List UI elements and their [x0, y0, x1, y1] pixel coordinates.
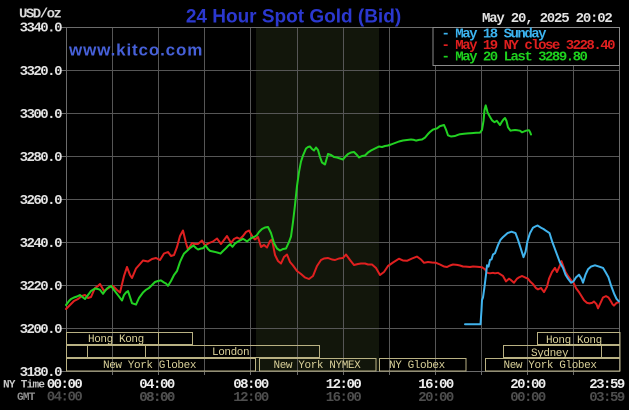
svg-text:08:00: 08:00 — [139, 390, 175, 406]
svg-text:New York Globex: New York Globex — [103, 360, 197, 372]
svg-text:- May 20 Last 3289.80: - May 20 Last 3289.80 — [442, 50, 588, 66]
svg-text:24 Hour Spot Gold (Bid): 24 Hour Spot Gold (Bid) — [186, 7, 401, 28]
svg-text:3260.0: 3260.0 — [20, 193, 63, 209]
svg-text:08:00: 08:00 — [233, 377, 269, 393]
svg-text:3200.0: 3200.0 — [20, 322, 63, 338]
svg-text:London: London — [212, 347, 249, 359]
svg-text:NY Globex: NY Globex — [389, 360, 446, 372]
svg-text:GMT: GMT — [17, 392, 36, 404]
svg-text:May 20, 2025 20:02: May 20, 2025 20:02 — [482, 11, 612, 27]
svg-text:04:00: 04:00 — [47, 390, 83, 406]
svg-text:04:00: 04:00 — [139, 377, 175, 393]
svg-text:16:00: 16:00 — [326, 390, 362, 406]
svg-text:3320.0: 3320.0 — [20, 64, 63, 80]
svg-text:12:00: 12:00 — [233, 390, 269, 406]
svg-text:NY Time: NY Time — [3, 380, 45, 392]
svg-text:3220.0: 3220.0 — [20, 279, 63, 295]
svg-text:3180.0: 3180.0 — [20, 365, 63, 381]
svg-text:08:00: 08:00 — [139, 390, 175, 406]
svg-text:- May 19 NY close 3228.40: - May 19 NY close 3228.40 — [442, 38, 616, 54]
svg-text:3240.0: 3240.0 — [20, 236, 63, 252]
svg-text:USD/oz: USD/oz — [19, 7, 62, 23]
svg-text:12:00: 12:00 — [326, 377, 362, 393]
svg-text:Hong Kong: Hong Kong — [546, 335, 602, 347]
svg-text:23:59: 23:59 — [589, 377, 625, 393]
svg-text:New York NYMEX: New York NYMEX — [274, 360, 362, 372]
svg-text:3340.0: 3340.0 — [20, 21, 63, 37]
svg-text:www.kitco.com: www.kitco.com — [68, 41, 203, 60]
svg-text:03:59: 03:59 — [589, 390, 625, 406]
svg-text:00:00: 00:00 — [47, 377, 83, 393]
svg-text:Sydney: Sydney — [531, 348, 569, 360]
svg-text:20:00: 20:00 — [418, 390, 454, 406]
svg-text:3300.0: 3300.0 — [20, 107, 63, 123]
svg-text:3280.0: 3280.0 — [20, 150, 63, 166]
svg-text:20:00: 20:00 — [510, 377, 546, 393]
svg-text:- May 18 Sunday: - May 18 Sunday — [442, 27, 548, 43]
svg-text:Hong Kong: Hong Kong — [88, 334, 144, 346]
svg-text:16:00: 16:00 — [418, 377, 454, 393]
svg-text:00:00: 00:00 — [510, 390, 546, 406]
svg-text:New York Globex: New York Globex — [504, 360, 598, 372]
